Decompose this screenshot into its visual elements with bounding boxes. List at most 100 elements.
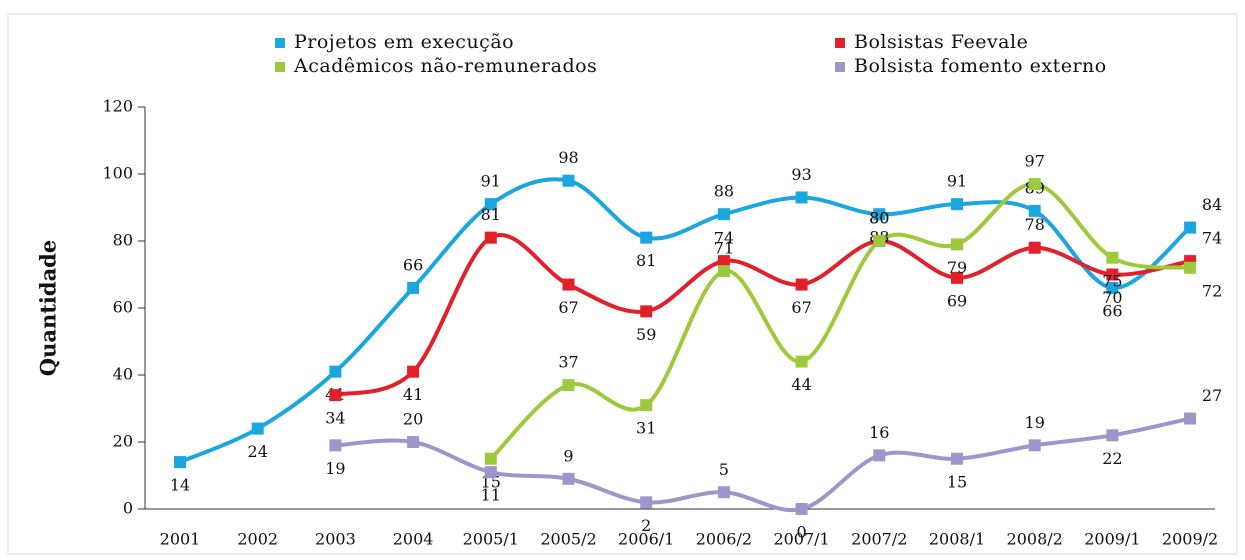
data-label: 59 <box>636 325 656 344</box>
point-marker <box>640 399 653 412</box>
y-tick-label: 0 <box>123 499 133 518</box>
point-marker <box>951 271 963 284</box>
data-label: 88 <box>714 182 734 201</box>
data-label: 31 <box>636 419 656 438</box>
x-tick-label: 2005/2 <box>540 530 596 549</box>
y-tick-label: 80 <box>113 231 133 250</box>
data-label: 66 <box>403 255 423 274</box>
data-label: 81 <box>481 205 501 224</box>
series-line <box>335 416 1191 513</box>
data-label: 74 <box>1202 229 1222 248</box>
data-label: 19 <box>1025 413 1045 432</box>
point-marker <box>951 452 963 465</box>
data-label: 78 <box>1025 215 1045 234</box>
x-tick-label: 2006/2 <box>696 530 752 549</box>
data-label: 2 <box>641 516 651 535</box>
point-marker <box>1028 241 1041 254</box>
legend-label: Bolsistas Feevale <box>854 31 1028 53</box>
legend-marker <box>835 38 845 48</box>
data-label: 16 <box>869 423 889 442</box>
point-marker <box>562 174 575 187</box>
point-marker <box>174 456 186 469</box>
point-marker <box>484 198 497 211</box>
legend-marker <box>835 62 845 72</box>
point-marker <box>717 486 730 499</box>
point-marker <box>1028 204 1041 217</box>
x-tick-label: 2005/1 <box>463 530 519 549</box>
legend-label: Projetos em execução <box>294 31 514 53</box>
data-label: 80 <box>869 209 889 228</box>
x-tick-label: 2009/2 <box>1162 530 1218 549</box>
data-label: 74 <box>714 229 734 248</box>
point-marker <box>484 466 497 479</box>
point-marker <box>951 238 963 251</box>
point-marker <box>251 422 264 435</box>
point-marker <box>640 496 653 509</box>
data-label: 20 <box>403 410 423 429</box>
y-tick-label: 60 <box>113 298 133 317</box>
point-marker <box>329 439 342 452</box>
data-label: 98 <box>558 148 578 167</box>
point-marker <box>717 265 730 278</box>
point-marker <box>640 231 653 244</box>
data-label: 91 <box>947 172 967 191</box>
data-label: 97 <box>1025 152 1045 171</box>
data-label: 15 <box>947 472 967 491</box>
legend-label: Acadêmicos não-remunerados <box>293 55 597 77</box>
data-label: 11 <box>481 486 501 505</box>
y-tick-label: 120 <box>102 97 133 116</box>
data-label: 91 <box>481 172 501 191</box>
x-tick-label: 2007/2 <box>851 530 907 549</box>
point-marker <box>1028 439 1041 452</box>
data-label: 80 <box>869 209 889 228</box>
data-label: 69 <box>947 291 967 310</box>
point-marker <box>717 208 730 221</box>
legend-marker <box>275 38 285 48</box>
data-label: 0 <box>797 523 807 542</box>
y-tick-label: 20 <box>113 432 133 451</box>
x-tick-label: 2004 <box>393 530 434 549</box>
point-marker <box>951 198 963 211</box>
point-marker <box>407 365 420 378</box>
y-tick-label: 100 <box>102 164 133 183</box>
data-label: 19 <box>325 459 345 478</box>
data-label: 93 <box>791 165 811 184</box>
data-label: 66 <box>1102 301 1122 320</box>
data-label: 41 <box>403 385 423 404</box>
data-label: 24 <box>248 442 268 461</box>
legend-marker <box>275 62 285 72</box>
data-label: 67 <box>791 298 811 317</box>
data-label: 34 <box>325 409 345 428</box>
data-label: 79 <box>947 258 967 277</box>
point-marker <box>1106 251 1119 264</box>
point-marker <box>873 235 886 247</box>
point-marker <box>329 365 342 378</box>
legend-label: Bolsista fomento externo <box>854 55 1107 77</box>
series-line <box>489 182 1191 461</box>
data-label: 71 <box>714 239 734 258</box>
data-label: 75 <box>1102 271 1122 290</box>
point-marker <box>717 255 730 268</box>
y-axis-label: Quantidade <box>36 240 61 376</box>
point-marker <box>795 355 808 368</box>
y-tick-label: 40 <box>113 365 133 384</box>
point-marker <box>329 389 342 402</box>
x-tick-label: 2003 <box>315 530 356 549</box>
point-marker <box>484 231 497 244</box>
point-marker <box>1106 281 1119 294</box>
data-label: 5 <box>719 460 729 479</box>
point-marker <box>484 452 497 465</box>
point-marker <box>562 278 575 291</box>
point-marker <box>1028 178 1041 191</box>
point-marker <box>795 503 808 515</box>
point-marker <box>407 436 420 448</box>
point-marker <box>407 281 420 294</box>
data-label: 67 <box>558 298 578 317</box>
point-marker <box>873 449 886 462</box>
data-label: 9 <box>563 446 573 465</box>
x-tick-label: 2001 <box>160 530 201 549</box>
data-label: 37 <box>558 353 578 372</box>
data-label: 81 <box>636 251 656 270</box>
x-tick-label: 2007/1 <box>773 530 829 549</box>
